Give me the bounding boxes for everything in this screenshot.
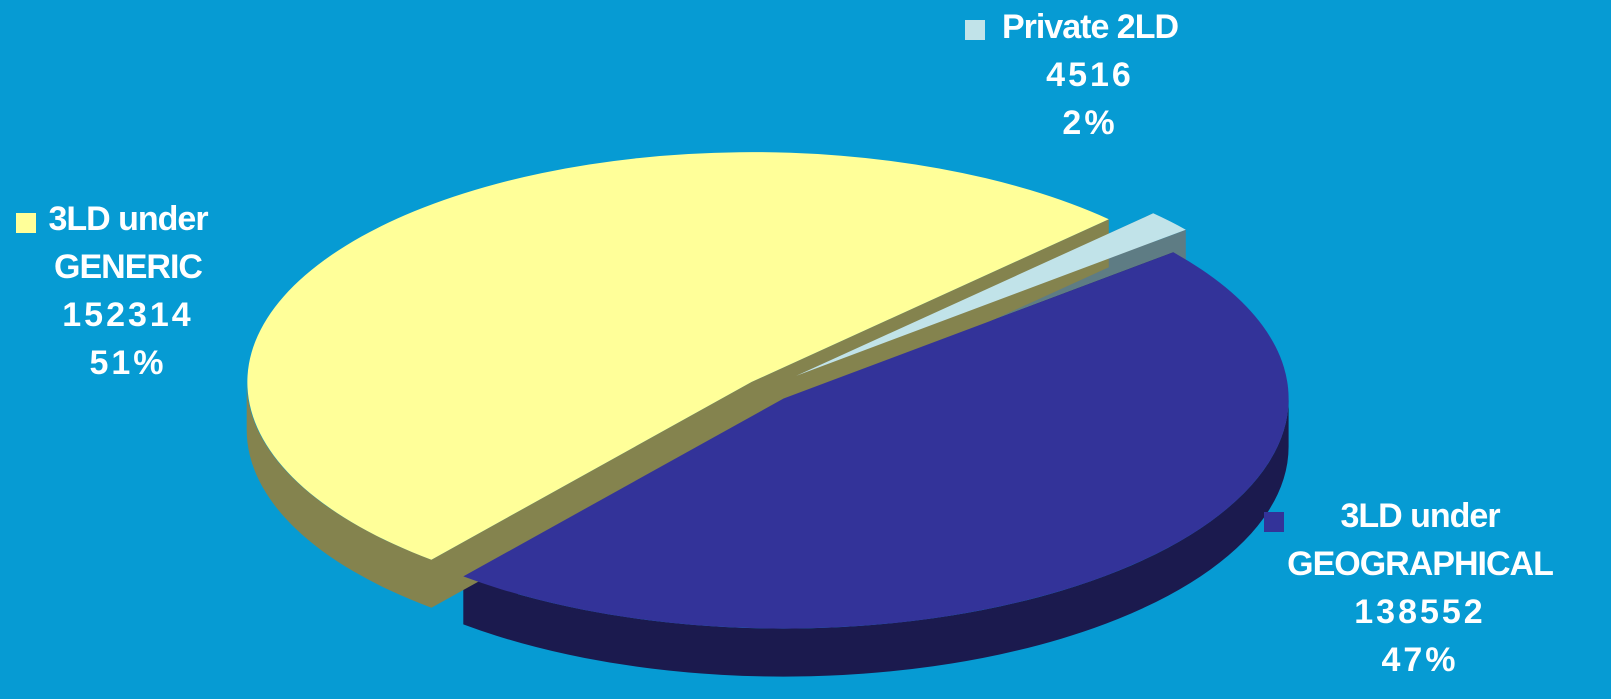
slice-3ld-under-generic: [247, 152, 1109, 560]
slice-name-label: 3LD under: [48, 200, 208, 238]
legend-key-private-2ld: [965, 20, 985, 40]
slice-3ld-under-geographical: [463, 252, 1289, 629]
slice-private-2ld: [796, 213, 1186, 376]
slice-name-label: GEOGRAPHICAL: [1287, 545, 1553, 583]
slice-name-label: GENERIC: [54, 248, 202, 286]
slice-name-label: 3LD under: [1340, 497, 1500, 535]
slice-name-label: Private 2LD: [1002, 8, 1179, 46]
slice-side-3ld-under-geographical: [463, 252, 1289, 677]
slice-value-label: 138552: [1354, 593, 1485, 631]
slice-value-label: 4516: [1046, 56, 1134, 94]
slice-percent-label: 47%: [1381, 641, 1458, 679]
slice-labels: Private 2LD 4516 2% 3LD under GEOGRAPHICAL 13…: [16, 8, 1554, 679]
slice-value-label: 152314: [62, 296, 193, 334]
legend-key-3ld-under-generic: [16, 213, 36, 233]
slice-tops: [247, 152, 1289, 629]
slice-percent-label: 2%: [1062, 104, 1117, 142]
legend-key-3ld-under-geographical: [1264, 512, 1284, 532]
slice-percent-label: 51%: [89, 344, 166, 382]
